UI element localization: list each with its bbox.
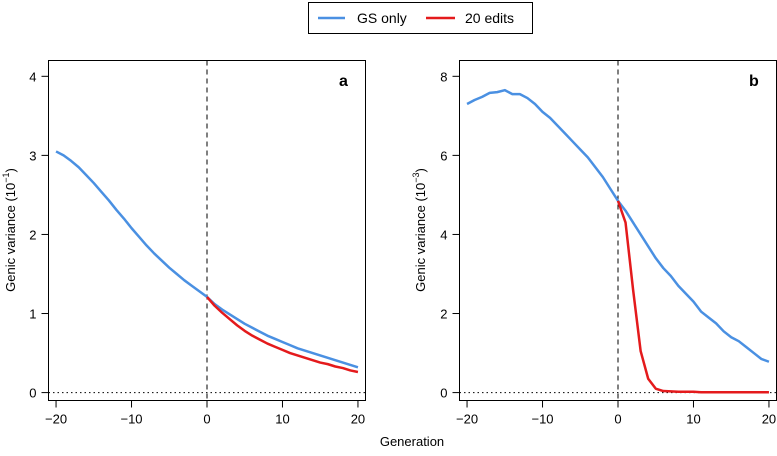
panel-a-line-20-edits [206, 296, 359, 374]
panel-b-ticks: −20 −10 0 10 20 0 2 4 6 8 [440, 69, 776, 426]
panel-a-xtick-label: 0 [203, 412, 210, 427]
panel-a-xtick-label: −10 [120, 412, 142, 427]
panel-a-xtick-label: 20 [351, 412, 365, 427]
panel-b-xtick-label: 10 [686, 412, 700, 427]
shared-xlabel: Generation [380, 434, 444, 449]
panel-a-ylabel: Genic variance (10−1) [1, 168, 18, 292]
panel-b-ytick-label: 6 [440, 148, 447, 163]
panel-a: −20 −10 0 10 20 0 1 2 3 4 a Genic variance (10−1) [1, 60, 366, 427]
panel-b-xtick-label: 20 [762, 412, 776, 427]
panel-a-ytick-label: 1 [29, 307, 36, 322]
panel-a-xtick-label: 10 [275, 412, 289, 427]
panel-b-xtick-label: 0 [614, 412, 621, 427]
legend-label-gs-only: GS only [357, 10, 407, 26]
panel-b-ytick-label: 2 [440, 307, 447, 322]
panel-b-ytick-label: 8 [440, 69, 447, 84]
panel-b: −20 −10 0 10 20 0 2 4 6 8 b Genic variance (10−3) [411, 60, 777, 427]
panel-a-ticks: −20 −10 0 10 20 0 1 2 3 4 [29, 69, 365, 426]
panel-b-ytick-label: 4 [440, 227, 447, 242]
panel-a-letter: a [339, 73, 348, 90]
panel-a-ytick-label: 2 [29, 227, 36, 242]
panel-b-xtick-label: −10 [531, 412, 553, 427]
legend-label-20-edits: 20 edits [465, 10, 514, 26]
panel-b-ytick-label: 0 [440, 386, 447, 401]
panel-a-ytick-label: 0 [29, 386, 36, 401]
legend-box [308, 2, 533, 34]
panel-a-ytick-label: 4 [29, 69, 36, 84]
panel-b-ylabel: Genic variance (10−3) [411, 168, 428, 292]
panel-b-line-20-edits [616, 200, 769, 394]
panel-b-letter: b [749, 73, 759, 90]
panel-a-ytick-label: 3 [29, 148, 36, 163]
panel-b-xtick-label: −20 [456, 412, 478, 427]
legend: GS only 20 edits [308, 2, 533, 34]
panel-a-xtick-label: −20 [45, 412, 67, 427]
